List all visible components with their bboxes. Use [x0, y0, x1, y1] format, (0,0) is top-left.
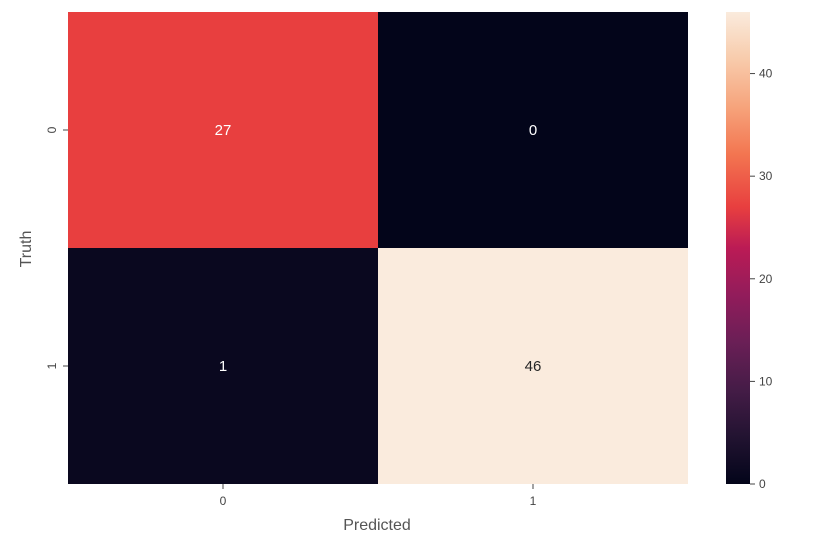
heatmap-cell-r1-c1	[378, 248, 688, 484]
heatmap-cells	[68, 12, 688, 484]
cell-value-label-r1-c0: 1	[219, 358, 227, 375]
x-tick-label: 0	[220, 494, 227, 508]
colorbar-tick-label: 40	[759, 67, 773, 81]
cell-value-label-r0-c0: 27	[215, 122, 232, 139]
heatmap-cell-r0-c0	[68, 12, 378, 248]
y-axis-ticks: 01	[45, 126, 68, 369]
colorbar-tick-label: 30	[759, 169, 773, 183]
x-tick-label: 1	[530, 494, 537, 508]
x-axis-title: Predicted	[343, 517, 411, 534]
y-tick-label: 1	[45, 362, 59, 369]
colorbar-tick-label: 0	[759, 477, 766, 491]
heatmap-cell-labels: 27 0 1 46	[215, 122, 542, 375]
cell-value-label-r0-c1: 0	[529, 122, 537, 139]
heatmap-cell-r0-c1	[378, 12, 688, 248]
heatmap-cell-r1-c0	[68, 248, 378, 484]
y-axis-title: Truth	[18, 231, 35, 268]
colorbar-tick-label: 10	[759, 374, 773, 388]
cell-value-label-r1-c1: 46	[525, 358, 542, 375]
colorbar-ticks: 0 10 20 30 40	[750, 67, 773, 491]
colorbar-tick-label: 20	[759, 272, 773, 286]
colorbar	[726, 12, 750, 484]
y-tick-label: 0	[45, 126, 59, 133]
